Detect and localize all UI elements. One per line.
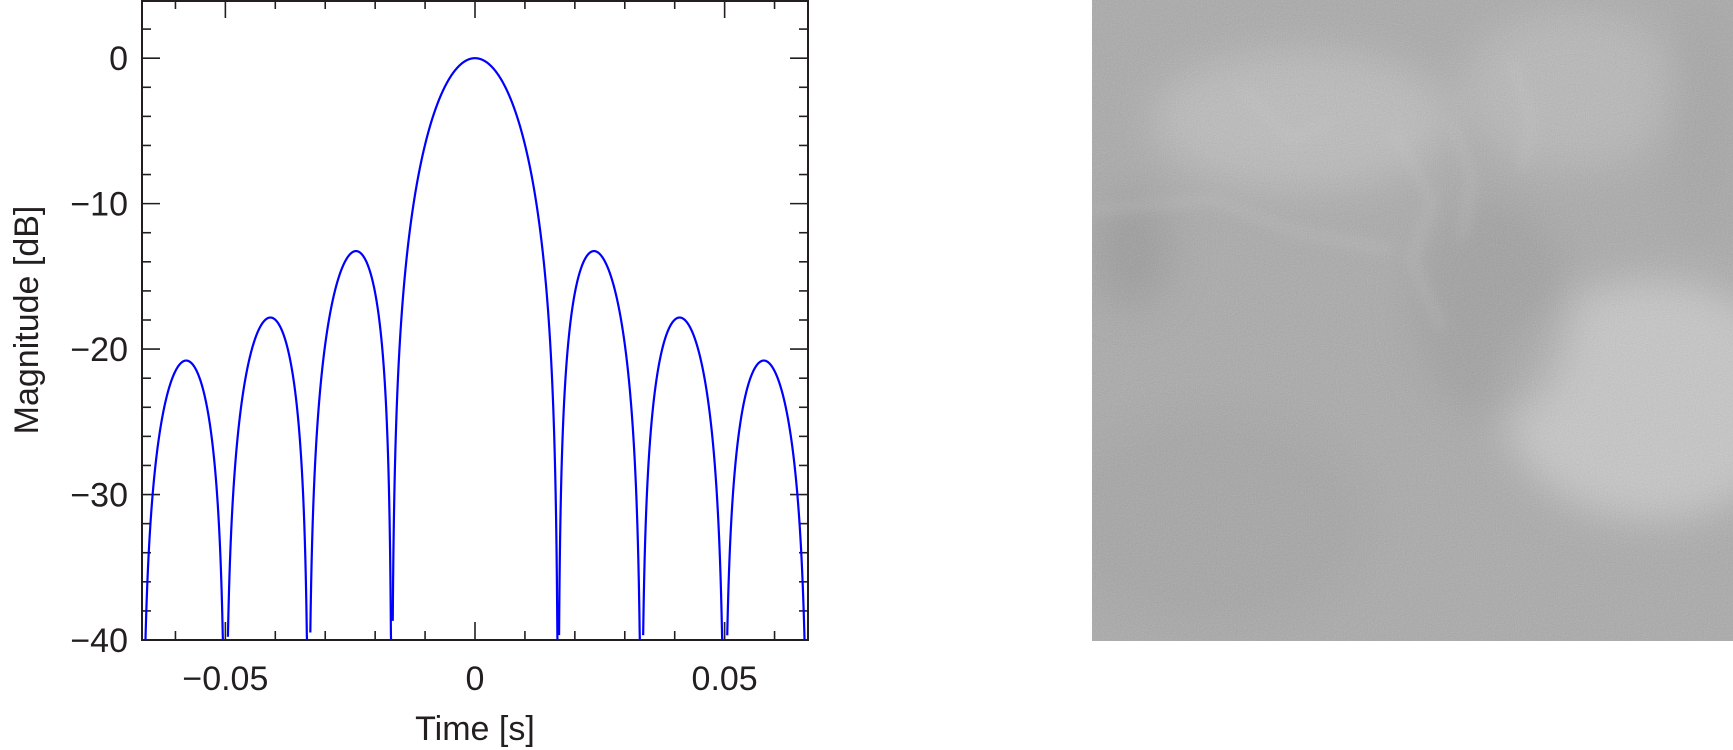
y-tick-label: −10 (70, 186, 128, 224)
y-tick-label: −30 (70, 477, 128, 515)
axes (141, 0, 809, 641)
x-axis-label: Time [s] (415, 710, 535, 748)
plot-frame (141, 0, 809, 641)
y-axis-label: Magnitude [dB] (8, 206, 46, 435)
y-tick-label: −20 (70, 331, 128, 369)
tick-labels: 0 −10 −20 −30 −40 −0.05 0 0.05 (70, 40, 757, 698)
x-tick-label: 0.05 (692, 660, 758, 698)
chart-svg: 0 −10 −20 −30 −40 −0.05 0 0.05 Time [s] Magnitu… (8, 0, 1000, 748)
x-tick-label: −0.05 (182, 660, 268, 698)
sar-image (1092, 0, 1733, 641)
y-tick-label: 0 (109, 40, 128, 78)
x-tick-label: 0 (466, 660, 485, 698)
y-tick-label: −40 (70, 622, 128, 660)
series-line-0 (146, 58, 809, 640)
series-group (146, 58, 809, 640)
